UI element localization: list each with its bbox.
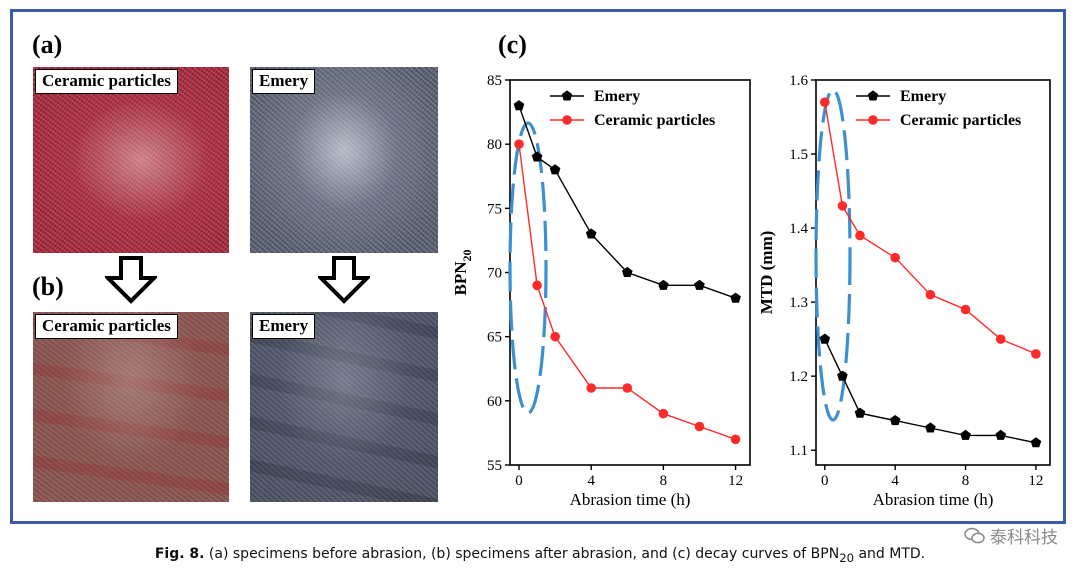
y-tick-label: 75 [487,201,502,217]
panel-a-label: (a) [32,30,63,59]
emery-point [925,422,936,433]
emery-point [531,151,543,162]
emery-point [960,429,971,440]
emery-point [513,100,525,111]
legend-label: Emery [900,88,946,105]
y-tick-label: 55 [487,458,502,474]
mtd-chart: 1.1 1.2 1.3 1.4 1.5 1.6 0 4 8 12 Abrasion time (h)… [757,73,1051,509]
y-axis-label: BPN20 [451,250,474,296]
y-tick-label: 1.6 [789,73,808,89]
ceramic-point [694,421,705,432]
caption-text-1: (a) specimens before abrasion, (b) speci… [204,546,840,562]
emery-point [622,266,633,277]
ceramic-point [925,289,936,300]
x-tick-label: 0 [515,473,523,489]
emery-point [819,333,831,344]
y-axis-label-sub: 20 [460,250,474,262]
x-tick-label: 8 [660,473,668,489]
y-tick-label: 65 [487,330,502,346]
highlight-ellipse [508,121,548,415]
series-line-ceramic [518,144,736,440]
legend-label: Ceramic particles [900,112,1021,129]
legend-label: Emery [594,88,640,105]
photo-after-ceramic: Ceramic particles [33,312,229,502]
x-axis-label: Abrasion time (h) [570,490,691,509]
emery-point [995,429,1007,440]
series-line-ceramic [824,102,1037,355]
panel-b-label: (b) [32,272,64,301]
legend-marker-emery [867,90,879,101]
y-axis-label-main: MTD (mm) [757,231,776,315]
emery-point [1030,437,1042,448]
photo-label-after-ceramic: Ceramic particles [35,314,178,339]
emery-point [837,370,848,381]
photo-before-emery: Emery [250,67,438,253]
x-tick-label: 8 [962,473,970,489]
photo-label-after-emery: Emery [252,314,316,339]
watermark: 泰科科技 [964,523,1058,548]
y-tick-label: 1.5 [789,147,808,163]
x-tick-label: 4 [891,473,899,489]
ceramic-point [837,201,848,211]
ceramic-point [514,139,524,149]
y-tick-label: 1.3 [789,295,808,311]
watermark-text: 泰科科技 [990,528,1058,548]
emery-point [694,279,705,290]
ceramic-point [855,230,865,241]
legend-marker-ceramic [562,115,572,125]
ceramic-point [532,280,542,291]
y-tick-label: 85 [487,73,502,89]
down-arrow-icon [318,256,370,304]
y-tick-label: 80 [487,137,502,153]
down-arrow-icon [105,256,157,304]
ceramic-point [960,304,971,315]
y-axis-label: MTD (mm) [757,231,776,315]
panel-c-label: (c) [498,30,527,59]
bpn-chart: 55 60 65 70 75 80 85 0 4 8 12 Abrasion time (h) BPN2… [451,73,751,509]
legend-marker-ceramic [868,115,878,125]
ceramic-point [550,331,560,342]
photo-label-before-emery: Emery [252,69,316,94]
y-tick-label: 1.4 [789,221,808,237]
wechat-icon [964,527,985,543]
ceramic-point [586,383,597,393]
emery-point [854,407,866,418]
caption-text-2: and MTD. [854,546,926,562]
y-tick-label: 1.1 [789,443,808,459]
x-tick-label: 12 [728,473,743,489]
emery-point [585,228,597,239]
y-axis-label-main: BPN [451,261,470,296]
photo-before-ceramic: Ceramic particles [33,67,229,253]
legend-marker-emery [561,90,573,101]
figure-caption: Fig. 8. (a) specimens before abrasion, (… [0,546,1080,565]
caption-subscript: 20 [839,550,855,565]
emery-point [889,415,901,426]
emery-point [730,292,741,303]
x-tick-label: 12 [1028,473,1043,489]
legend-label: Ceramic particles [594,112,715,129]
x-axis-label: Abrasion time (h) [873,490,994,509]
ceramic-point [658,408,669,419]
highlight-ellipse [814,88,852,422]
emery-point [658,279,669,290]
x-tick-label: 0 [821,473,829,489]
x-tick-label: 4 [587,473,595,489]
emery-point [549,164,561,175]
ceramic-point [890,252,900,263]
ceramic-point [995,334,1006,344]
y-tick-label: 60 [487,394,502,410]
caption-fig-number: Fig. 8. [154,546,205,562]
ceramic-point [1031,349,1041,359]
series-line-emery [824,338,1037,444]
photo-label-before-ceramic: Ceramic particles [35,69,178,94]
ceramic-point [819,97,830,108]
ceramic-point [730,434,741,445]
photo-after-emery: Emery [250,312,438,502]
ceramic-point [622,383,633,393]
y-tick-label: 70 [487,266,502,282]
y-tick-label: 1.2 [789,369,808,385]
